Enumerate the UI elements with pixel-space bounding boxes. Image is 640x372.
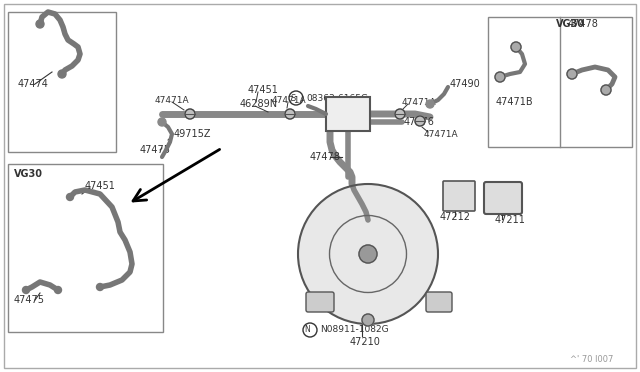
- Circle shape: [158, 118, 166, 126]
- Text: N08911-1082G: N08911-1082G: [320, 326, 388, 334]
- Bar: [8, 164, 163, 332]
- Text: 47478: 47478: [568, 19, 599, 29]
- Text: 49715Z: 49715Z: [174, 129, 211, 139]
- Circle shape: [362, 314, 374, 326]
- Text: 47471B: 47471B: [496, 97, 534, 107]
- Text: 47451: 47451: [248, 85, 279, 95]
- Text: 47471A: 47471A: [272, 96, 307, 105]
- Circle shape: [298, 184, 438, 324]
- Text: 47477: 47477: [327, 119, 359, 128]
- Bar: [488, 17, 632, 147]
- Text: 47474: 47474: [18, 79, 49, 89]
- Circle shape: [495, 72, 505, 82]
- Text: N: N: [304, 326, 310, 334]
- Text: VG30: VG30: [556, 19, 585, 29]
- Text: 47471A: 47471A: [402, 97, 436, 106]
- Text: 47211: 47211: [495, 215, 526, 225]
- Bar: [8, 12, 116, 152]
- Circle shape: [58, 70, 66, 78]
- Bar: [326, 97, 370, 131]
- Circle shape: [54, 286, 61, 294]
- Text: S: S: [291, 93, 296, 103]
- Text: 46289N: 46289N: [240, 99, 278, 109]
- Circle shape: [395, 109, 405, 119]
- Text: 47476: 47476: [404, 117, 435, 127]
- Circle shape: [359, 245, 377, 263]
- Circle shape: [22, 286, 29, 294]
- Text: 47475A: 47475A: [327, 112, 359, 121]
- Circle shape: [426, 100, 434, 108]
- Circle shape: [285, 109, 295, 119]
- Text: 08363-6165G: 08363-6165G: [306, 93, 368, 103]
- Text: 47210: 47210: [350, 337, 381, 347]
- Circle shape: [415, 116, 425, 126]
- FancyBboxPatch shape: [426, 292, 452, 312]
- FancyBboxPatch shape: [306, 292, 334, 312]
- Text: 47478: 47478: [310, 152, 341, 162]
- FancyBboxPatch shape: [443, 181, 475, 211]
- Circle shape: [67, 193, 74, 201]
- Circle shape: [511, 42, 521, 52]
- Text: VG30: VG30: [14, 169, 43, 179]
- Circle shape: [567, 69, 577, 79]
- Circle shape: [185, 109, 195, 119]
- Text: 47212: 47212: [440, 212, 471, 222]
- FancyBboxPatch shape: [484, 182, 522, 214]
- Text: 47475: 47475: [14, 295, 45, 305]
- Circle shape: [601, 85, 611, 95]
- Text: 47490: 47490: [450, 79, 481, 89]
- Text: 47451: 47451: [85, 181, 116, 191]
- Text: 47475: 47475: [140, 145, 171, 155]
- Text: ^' 70 l007: ^' 70 l007: [570, 356, 613, 365]
- Text: 47471A: 47471A: [424, 129, 459, 138]
- Circle shape: [97, 283, 104, 291]
- Text: 47471A: 47471A: [155, 96, 189, 105]
- Circle shape: [36, 20, 44, 28]
